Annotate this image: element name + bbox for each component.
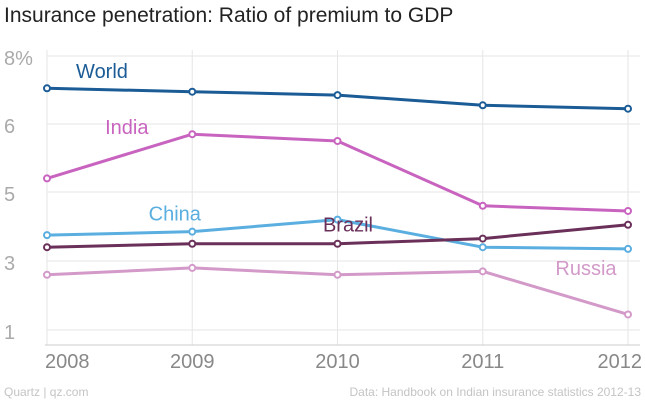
data-source: Data: Handbook on Indian insurance stati… [349, 385, 641, 399]
series-lines: World India China Brazil Russia [43, 61, 632, 319]
series-label-india: India [105, 117, 149, 139]
source-credit: Quartz | qz.com [4, 385, 89, 399]
data-point [333, 215, 342, 224]
chart-title: Insurance penetration: Ratio of premium … [4, 4, 454, 27]
data-point [478, 267, 487, 276]
series-world: World [43, 61, 632, 113]
data-point [333, 91, 342, 100]
data-point [333, 239, 342, 248]
series-china: China [43, 204, 632, 253]
series-russia: Russia [43, 258, 632, 319]
series-label-russia: Russia [555, 258, 617, 280]
y-tick-label: 3 [4, 253, 15, 275]
data-point [43, 84, 51, 93]
data-point [624, 206, 632, 215]
x-tick-label: 2011 [461, 351, 504, 373]
data-point [43, 270, 51, 279]
series-label-brazil: Brazil [323, 215, 373, 237]
data-point [478, 201, 487, 210]
y-tick-label: 8% [4, 48, 33, 70]
grid-lines [45, 50, 640, 346]
data-point [43, 243, 51, 252]
data-point [43, 174, 51, 183]
data-point [333, 270, 342, 279]
data-point [478, 243, 487, 252]
data-point [624, 310, 632, 319]
data-point [188, 239, 197, 248]
x-tick-label: 2008 [45, 351, 90, 373]
series-label-china: China [149, 204, 202, 226]
data-point [624, 220, 632, 229]
series-india: India [43, 117, 632, 215]
data-point [188, 263, 197, 272]
data-point [478, 234, 487, 243]
data-point [624, 244, 632, 253]
axis-labels: 8% 6 5 3 1 2008 2009 2010 2011 2012 [4, 48, 642, 373]
series-label-world: World [76, 61, 128, 83]
data-point [188, 87, 197, 96]
y-tick-label: 1 [4, 322, 15, 344]
data-point [624, 104, 632, 113]
data-point [43, 231, 51, 240]
x-tick-label: 2009 [170, 351, 215, 373]
y-tick-label: 6 [4, 116, 15, 138]
x-tick-label: 2010 [315, 351, 360, 373]
data-point [188, 227, 197, 236]
data-point [188, 130, 197, 139]
series-brazil: Brazil [43, 215, 632, 252]
x-tick-label: 2012 [598, 351, 643, 373]
data-point [478, 101, 487, 110]
y-tick-label: 5 [4, 184, 15, 206]
data-point [333, 137, 342, 145]
